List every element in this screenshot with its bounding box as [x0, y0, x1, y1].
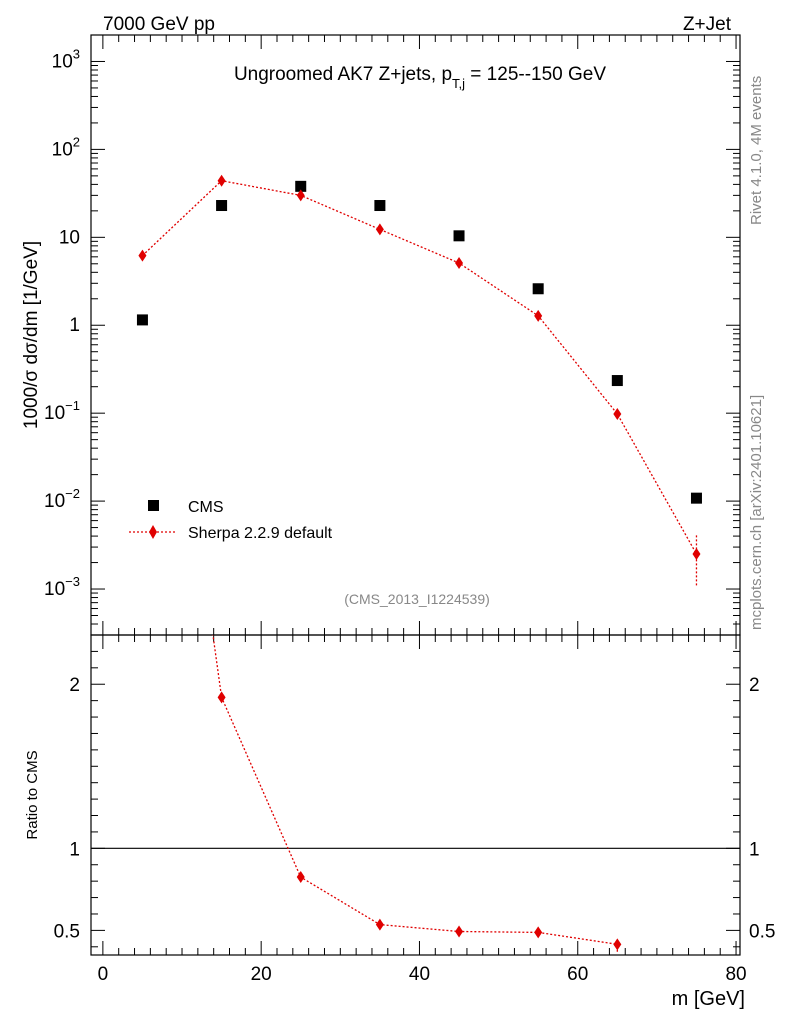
mcplots-note: mcplots.cern.ch [arXiv:2401.10621]	[748, 395, 765, 630]
sherpa-ratio-point	[375, 918, 384, 931]
header-right: Z+Jet	[683, 14, 732, 35]
data-marks	[91, 174, 740, 952]
sherpa-data-point	[534, 309, 543, 322]
legend-cms-label: CMS	[188, 499, 224, 516]
sherpa-data-point	[296, 189, 305, 202]
main-y-tick-label: 103	[52, 46, 80, 72]
legend-sherpa-label: Sherpa 2.2.9 default	[188, 525, 333, 542]
x-axis-label: m [GeV]	[672, 988, 745, 1010]
sherpa-ratio-point	[613, 938, 622, 951]
ratio-x-tick-label: 60	[567, 964, 588, 985]
main-y-tick-label: 10−2	[44, 486, 80, 512]
main-y-axis-label: 1000/σ dσ/dm [1/GeV]	[21, 241, 42, 429]
title-suffix: = 125--150 GeV	[465, 64, 606, 85]
main-plot-frame	[90, 34, 741, 636]
header-left: 7000 GeV pp	[103, 14, 215, 35]
legend-sherpa-marker	[149, 525, 157, 539]
title-prefix: Ungroomed AK7 Z+jets, p	[234, 64, 452, 85]
sherpa-data-point	[375, 223, 384, 236]
main-y-tick-label: 10−3	[44, 574, 80, 600]
ratio-y-tick-label-right: 0.5	[749, 921, 775, 942]
cms-data-point	[136, 314, 148, 326]
ratio-plot-frame	[90, 634, 741, 956]
ratio-x-tick-label: 20	[251, 964, 272, 985]
sherpa-data-point	[692, 548, 701, 561]
ratio-y-tick-label-left: 0.5	[54, 921, 80, 942]
cms-data-point	[374, 200, 386, 212]
title-subscript: T,j	[452, 76, 465, 91]
ratio-x-tick-label: 40	[409, 964, 430, 985]
ratio-x-tick-label: 80	[725, 964, 746, 985]
ratio-y-tick-label-right: 1	[749, 839, 760, 860]
sherpa-data-point	[455, 257, 464, 270]
legend-cms-marker	[148, 500, 159, 511]
ratio-x-tick-label: 0	[98, 964, 109, 985]
sherpa-ratio-point	[455, 925, 464, 938]
plot-title: Ungroomed AK7 Z+jets, pT,j = 125--150 Ge…	[234, 64, 606, 91]
main-y-tick-label: 10	[59, 227, 80, 248]
sherpa-ratio-point	[534, 926, 543, 939]
rivet-version-note: Rivet 4.1.0, 4M events	[748, 76, 765, 225]
sherpa-data-point	[138, 249, 147, 262]
sherpa-ratio-point	[296, 871, 305, 884]
cms-data-point	[611, 375, 623, 387]
ratio-y-tick-label-left: 2	[69, 675, 80, 696]
sherpa-main-line	[141, 180, 698, 555]
main-y-tick-label: 102	[52, 134, 80, 160]
cms-data-point	[690, 492, 702, 504]
analysis-id-watermark: (CMS_2013_I1224539)	[344, 591, 490, 607]
sherpa-data-point	[613, 407, 622, 420]
ratio-y-tick-label-right: 2	[749, 675, 760, 696]
cms-data-point	[295, 180, 307, 192]
cms-data-point	[453, 230, 465, 242]
sherpa-ratio-point	[217, 691, 226, 704]
main-y-tick-label: 1	[69, 315, 80, 336]
ratio-y-tick-label-left: 1	[69, 839, 80, 860]
cms-data-point	[532, 283, 544, 295]
main-y-tick-label: 10−1	[44, 398, 80, 424]
ratio-y-axis-label: Ratio to CMS	[24, 750, 41, 839]
legend: CMS Sherpa 2.2.9 default	[129, 499, 333, 542]
cms-data-point	[216, 200, 228, 212]
sherpa-data-point	[217, 174, 226, 187]
